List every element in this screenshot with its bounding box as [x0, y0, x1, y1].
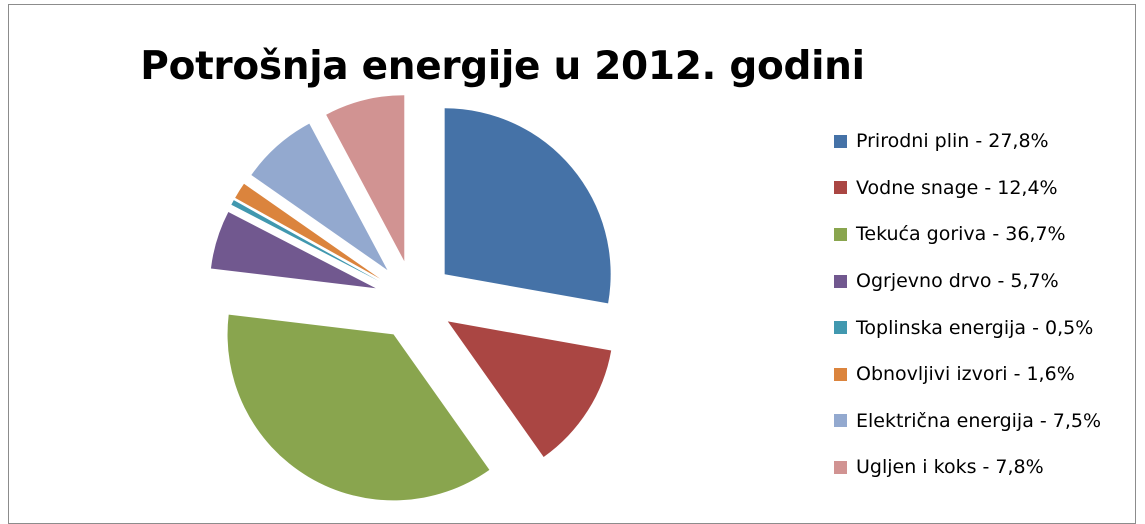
- pie-slice-6: [235, 183, 381, 279]
- legend-item: Ogrjevno drvo - 5,7%: [834, 258, 1101, 305]
- legend-label: Električna energija - 7,5%: [856, 409, 1102, 432]
- pie-slice-1: [444, 108, 611, 304]
- chart-title: Potrošnja energije u 2012. godini: [140, 44, 865, 89]
- legend-swatch: [834, 181, 847, 195]
- legend-swatch: [834, 414, 847, 428]
- legend-label: Obnovljivi izvori - 1,6%: [856, 363, 1075, 386]
- pie-slice-8: [326, 95, 405, 262]
- legend-swatch: [834, 274, 847, 288]
- pie-slice-5: [231, 200, 379, 282]
- legend-item: Ugljen i koks - 7,8%: [834, 444, 1101, 491]
- legend-item: Obnovljivi izvori - 1,6%: [834, 351, 1101, 398]
- legend-item: Vodne snage - 12,4%: [834, 165, 1101, 212]
- legend-swatch: [834, 367, 847, 381]
- pie-slice-2: [447, 321, 612, 457]
- legend-label: Ogrjevno drvo - 5,7%: [856, 270, 1059, 293]
- legend-swatch: [834, 460, 847, 474]
- pie-slice-7: [251, 123, 388, 271]
- legend-item: Električna energija - 7,5%: [834, 398, 1101, 445]
- legend-swatch: [834, 321, 847, 335]
- pie-slice-4: [210, 211, 376, 289]
- legend-swatch: [834, 134, 847, 148]
- legend-label: Tekuća goriva - 36,7%: [856, 223, 1066, 246]
- legend-label: Prirodni plin - 27,8%: [856, 130, 1049, 153]
- legend-item: Prirodni plin - 27,8%: [834, 118, 1101, 165]
- legend-label: Ugljen i koks - 7,8%: [856, 456, 1044, 479]
- legend-item: Toplinska energija - 0,5%: [834, 304, 1101, 351]
- legend-label: Toplinska energija - 0,5%: [856, 316, 1094, 339]
- legend-label: Vodne snage - 12,4%: [856, 176, 1058, 199]
- legend-swatch: [834, 227, 847, 241]
- chart-legend: Prirodni plin - 27,8% Vodne snage - 12,4%…: [834, 130, 1101, 503]
- pie-slice-3: [227, 314, 490, 501]
- legend-item: Tekuća goriva - 36,7%: [834, 211, 1101, 258]
